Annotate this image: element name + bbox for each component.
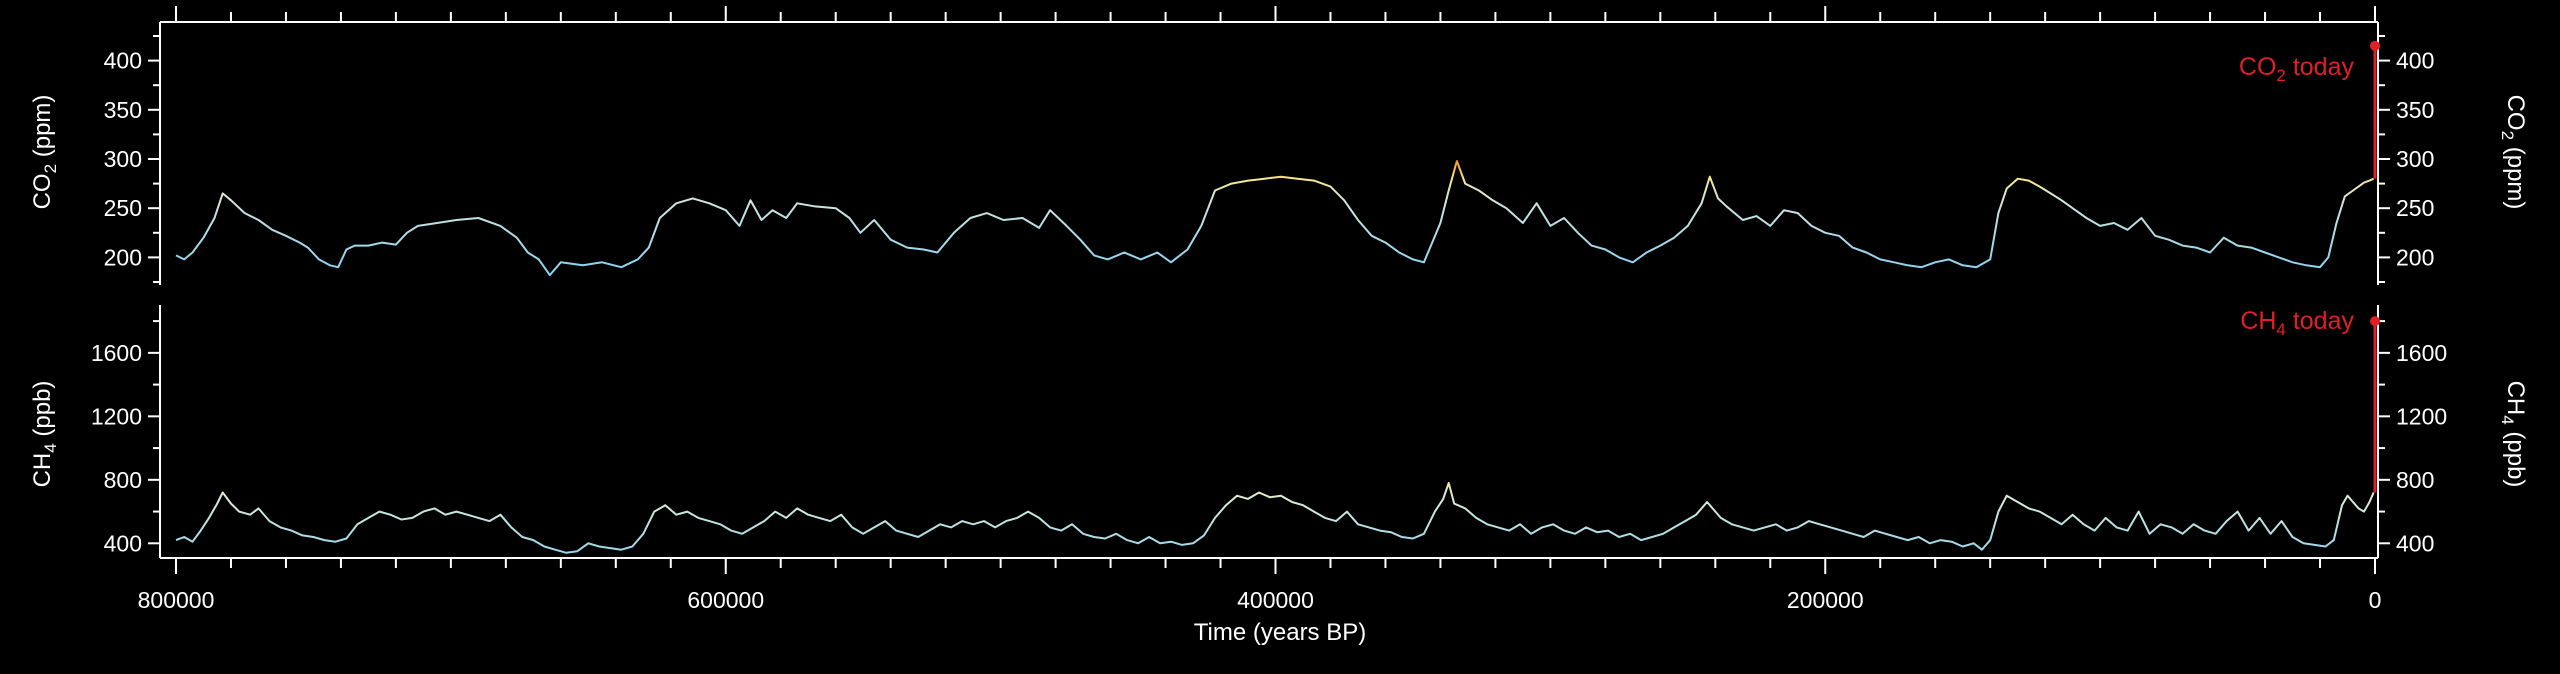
co2-right-tick-label: 250 xyxy=(2396,195,2434,221)
co2-today-marker xyxy=(2370,40,2380,51)
time-axis-tick-label: 400000 xyxy=(1237,587,1314,613)
time-axis-tick-label: 0 xyxy=(2369,587,2382,613)
ch4-panel: 400 800 1200 1600 400 800 1200 1600 800000 6000… xyxy=(29,305,2529,613)
ch4-today-annotation: CH4 today xyxy=(2240,307,2354,339)
co2-top-axis xyxy=(160,6,2378,23)
co2-left-tick-label: 400 xyxy=(104,48,142,74)
co2-left-axis: 200 250 300 350 400 xyxy=(104,22,161,285)
ch4-left-tick-label: 800 xyxy=(104,467,142,493)
ch4-right-tick-label: 1200 xyxy=(2396,403,2447,429)
co2-left-tick-label: 350 xyxy=(104,97,142,123)
ch4-left-tick-label: 1200 xyxy=(91,403,142,429)
ch4-right-axis: 400 800 1200 1600 xyxy=(2377,305,2447,558)
time-axis-tick-label: 600000 xyxy=(687,587,764,613)
ch4-left-axis-title: CH4 (ppb) xyxy=(29,381,60,488)
time-axis-title: Time (years BP) xyxy=(1194,619,1366,646)
ch4-left-axis: 400 800 1200 1600 xyxy=(91,305,161,558)
ch4-series-line xyxy=(175,482,2375,554)
co2-right-axis: 200 250 300 350 400 xyxy=(2377,22,2434,285)
ch4-right-axis-title: CH4 (ppb) xyxy=(2498,381,2529,488)
time-axis-tick-label: 200000 xyxy=(1787,587,1864,613)
co2-left-tick-label: 300 xyxy=(104,146,142,172)
co2-left-axis-title: CO2 (ppm) xyxy=(29,95,60,210)
co2-right-tick-label: 300 xyxy=(2396,146,2434,172)
ch4-right-tick-label: 400 xyxy=(2396,530,2434,556)
ch4-right-tick-label: 800 xyxy=(2396,467,2434,493)
co2-left-tick-label: 250 xyxy=(104,195,142,221)
time-axis-tick-label: 800000 xyxy=(138,587,215,613)
ch4-left-tick-label: 1600 xyxy=(91,340,142,366)
co2-right-axis-title: CO2 (ppm) xyxy=(2498,95,2529,210)
ch4-today-marker xyxy=(2370,316,2380,327)
co2-today-annotation: CO2 today xyxy=(2239,53,2355,85)
time-axis: 800000 600000 400000 200000 0 xyxy=(138,557,2382,613)
co2-right-tick-label: 200 xyxy=(2396,244,2434,270)
co2-right-tick-label: 350 xyxy=(2396,97,2434,123)
co2-left-tick-label: 200 xyxy=(104,244,142,270)
co2-panel: 200 250 300 350 400 200 250 300 350 400 CO2 (ppm… xyxy=(29,6,2529,285)
co2-right-tick-label: 400 xyxy=(2396,48,2434,74)
co2-series-line xyxy=(175,160,2375,277)
ch4-left-tick-label: 400 xyxy=(104,530,142,556)
ch4-right-tick-label: 1600 xyxy=(2396,340,2447,366)
